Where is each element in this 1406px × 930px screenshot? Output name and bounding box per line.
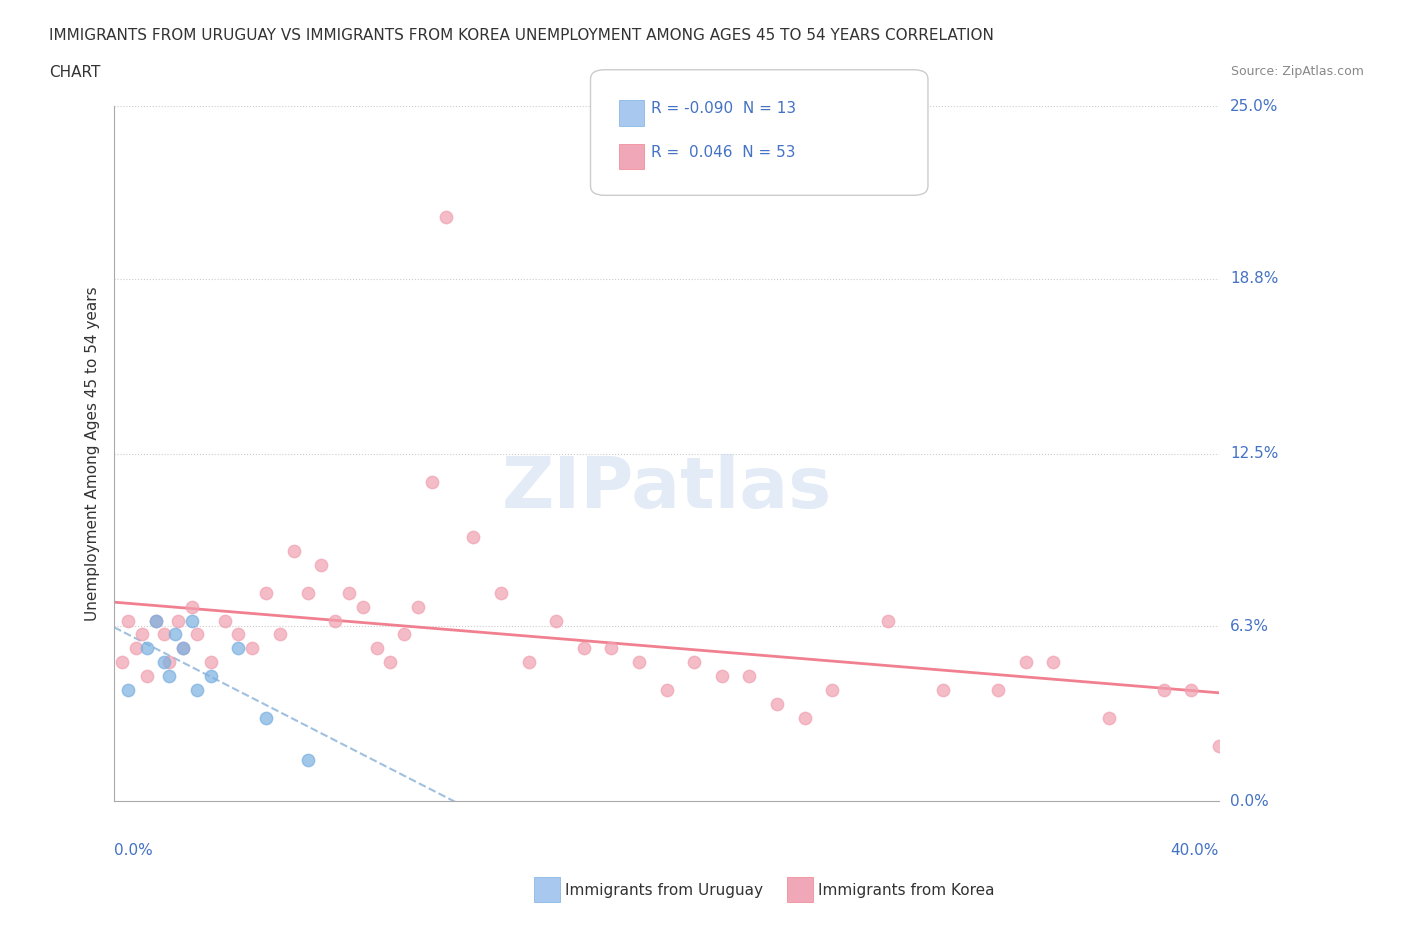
Text: Immigrants from Uruguay: Immigrants from Uruguay: [565, 883, 763, 897]
Text: R = -0.090  N = 13: R = -0.090 N = 13: [651, 101, 796, 116]
Text: ZIPatlas: ZIPatlas: [502, 454, 832, 523]
Point: [117, 613, 139, 628]
Text: R =  0.046  N = 53: R = 0.046 N = 53: [651, 145, 796, 160]
Text: 0.0%: 0.0%: [114, 843, 153, 858]
Point: [337, 585, 360, 600]
Point: [117, 683, 139, 698]
Point: [683, 655, 706, 670]
Point: [463, 530, 485, 545]
Point: [489, 585, 512, 600]
Point: [136, 641, 159, 656]
Point: [153, 655, 176, 670]
Text: 18.8%: 18.8%: [1230, 271, 1278, 286]
Point: [180, 613, 202, 628]
Point: [406, 599, 429, 614]
Point: [200, 655, 222, 670]
Text: 12.5%: 12.5%: [1230, 446, 1278, 461]
Point: [987, 683, 1010, 698]
Point: [1180, 683, 1202, 698]
Point: [159, 655, 181, 670]
Point: [214, 613, 236, 628]
Point: [269, 627, 291, 642]
Point: [131, 627, 153, 642]
Point: [136, 669, 159, 684]
Point: [766, 697, 789, 711]
Point: [145, 613, 167, 628]
Point: [283, 543, 305, 558]
Point: [240, 641, 263, 656]
Point: [600, 641, 623, 656]
Point: [254, 711, 277, 725]
Point: [186, 627, 208, 642]
Point: [380, 655, 402, 670]
Point: [172, 641, 194, 656]
Point: [159, 669, 181, 684]
Point: [228, 627, 250, 642]
Point: [163, 627, 186, 642]
Point: [1042, 655, 1064, 670]
Point: [297, 585, 319, 600]
Point: [352, 599, 374, 614]
Point: [420, 474, 443, 489]
Point: [434, 210, 457, 225]
Point: [153, 627, 176, 642]
Point: [932, 683, 955, 698]
Text: IMMIGRANTS FROM URUGUAY VS IMMIGRANTS FROM KOREA UNEMPLOYMENT AMONG AGES 45 TO 5: IMMIGRANTS FROM URUGUAY VS IMMIGRANTS FR…: [49, 28, 994, 43]
Text: Immigrants from Korea: Immigrants from Korea: [818, 883, 995, 897]
Point: [111, 655, 134, 670]
Point: [1153, 683, 1175, 698]
Point: [821, 683, 844, 698]
Point: [180, 599, 202, 614]
Y-axis label: Unemployment Among Ages 45 to 54 years: Unemployment Among Ages 45 to 54 years: [86, 286, 100, 621]
Point: [392, 627, 415, 642]
Point: [125, 641, 148, 656]
Text: CHART: CHART: [49, 65, 101, 80]
Point: [738, 669, 761, 684]
Text: 0.0%: 0.0%: [1230, 793, 1268, 809]
Point: [311, 557, 333, 572]
Point: [572, 641, 595, 656]
Text: 40.0%: 40.0%: [1171, 843, 1219, 858]
Point: [655, 683, 678, 698]
Point: [710, 669, 733, 684]
Point: [1208, 738, 1230, 753]
Point: [166, 613, 188, 628]
Point: [186, 683, 208, 698]
Point: [366, 641, 388, 656]
Point: [145, 613, 167, 628]
Point: [1015, 655, 1038, 670]
Point: [228, 641, 250, 656]
Text: 25.0%: 25.0%: [1230, 99, 1278, 113]
Point: [297, 752, 319, 767]
Point: [793, 711, 815, 725]
Point: [200, 669, 222, 684]
Point: [627, 655, 650, 670]
Point: [546, 613, 568, 628]
Point: [876, 613, 898, 628]
Point: [254, 585, 277, 600]
Point: [517, 655, 540, 670]
Point: [1097, 711, 1119, 725]
Text: Source: ZipAtlas.com: Source: ZipAtlas.com: [1230, 65, 1364, 78]
Point: [172, 641, 194, 656]
Point: [323, 613, 346, 628]
Text: 6.3%: 6.3%: [1230, 618, 1270, 633]
